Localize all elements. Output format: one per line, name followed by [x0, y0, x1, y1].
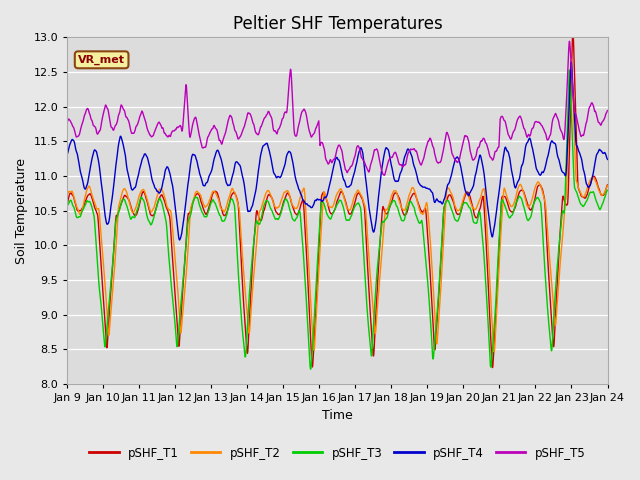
pSHF_T4: [572, 128, 579, 134]
pSHF_T2: [365, 250, 372, 255]
pSHF_T5: [214, 132, 222, 137]
Line: pSHF_T1: pSHF_T1: [67, 31, 607, 368]
pSHF_T4: [495, 194, 502, 200]
Y-axis label: Soil Temperature: Soil Temperature: [15, 157, 28, 264]
pSHF_T1: [569, 28, 577, 34]
Line: pSHF_T2: pSHF_T2: [67, 60, 607, 352]
Line: pSHF_T3: pSHF_T3: [67, 70, 607, 369]
pSHF_T5: [353, 144, 361, 150]
pSHF_T3: [604, 188, 611, 193]
Title: Peltier SHF Temperatures: Peltier SHF Temperatures: [232, 15, 442, 33]
pSHF_T3: [556, 233, 564, 239]
pSHF_T3: [63, 203, 71, 208]
pSHF_T5: [381, 172, 388, 178]
pSHF_T2: [353, 189, 361, 195]
pSHF_T3: [572, 186, 579, 192]
pSHF_T5: [63, 119, 71, 124]
pSHF_T2: [568, 57, 575, 62]
pSHF_T5: [604, 108, 611, 113]
pSHF_T1: [604, 182, 611, 188]
pSHF_T4: [604, 156, 611, 162]
pSHF_T3: [214, 208, 222, 214]
pSHF_T3: [365, 327, 372, 333]
pSHF_T2: [490, 349, 498, 355]
Line: pSHF_T5: pSHF_T5: [67, 41, 607, 175]
pSHF_T2: [495, 275, 502, 281]
pSHF_T1: [353, 192, 361, 198]
pSHF_T4: [214, 148, 222, 154]
pSHF_T2: [572, 158, 579, 164]
pSHF_T2: [556, 264, 564, 269]
pSHF_T1: [214, 192, 222, 198]
pSHF_T4: [556, 161, 564, 167]
pSHF_T3: [566, 67, 573, 73]
pSHF_T1: [488, 365, 496, 371]
pSHF_T5: [365, 169, 372, 175]
pSHF_T2: [604, 182, 611, 188]
pSHF_T5: [556, 125, 564, 131]
pSHF_T2: [63, 192, 71, 197]
pSHF_T4: [176, 237, 184, 243]
pSHF_T5: [566, 38, 573, 44]
Line: pSHF_T4: pSHF_T4: [67, 62, 607, 240]
pSHF_T1: [365, 281, 372, 287]
pSHF_T1: [572, 95, 579, 100]
pSHF_T2: [214, 195, 222, 201]
pSHF_T3: [307, 366, 314, 372]
Text: VR_met: VR_met: [78, 55, 125, 65]
pSHF_T3: [353, 201, 361, 207]
pSHF_T4: [63, 151, 71, 156]
pSHF_T4: [353, 158, 361, 164]
pSHF_T4: [568, 59, 575, 65]
pSHF_T1: [556, 232, 564, 238]
Legend: pSHF_T1, pSHF_T2, pSHF_T3, pSHF_T4, pSHF_T5: pSHF_T1, pSHF_T2, pSHF_T3, pSHF_T4, pSHF…: [84, 442, 590, 464]
pSHF_T1: [63, 200, 71, 206]
pSHF_T3: [495, 248, 502, 254]
pSHF_T5: [495, 144, 502, 150]
pSHF_T1: [495, 260, 502, 265]
pSHF_T4: [365, 203, 372, 209]
pSHF_T5: [572, 110, 579, 116]
X-axis label: Time: Time: [322, 408, 353, 421]
